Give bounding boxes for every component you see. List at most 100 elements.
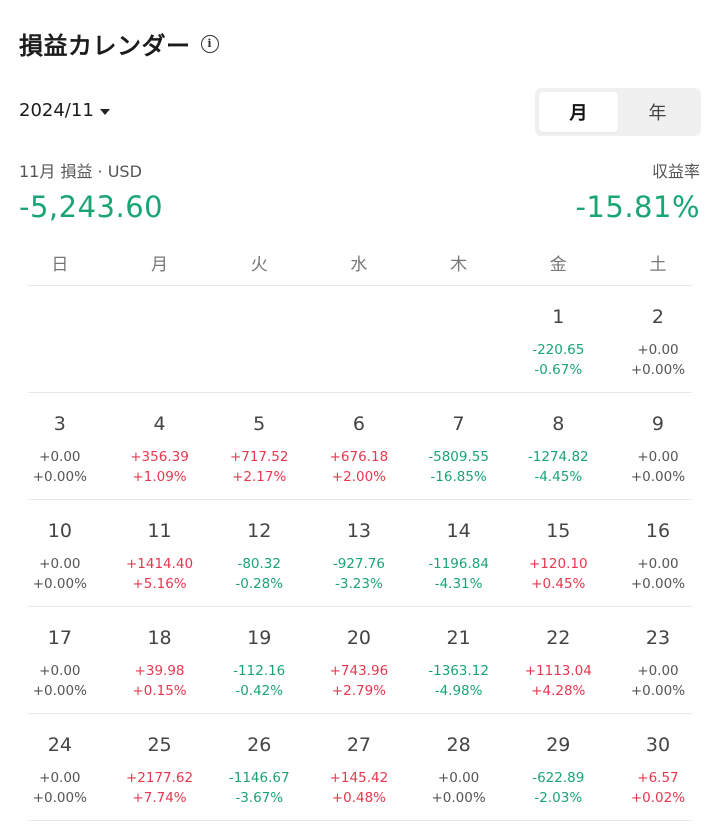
week-divider: [28, 392, 692, 393]
day-number: 15: [546, 520, 571, 542]
pnl-label: 11月 損益 · USD: [19, 162, 142, 181]
day-pct: +0.02%: [630, 790, 686, 806]
day-number: 26: [247, 734, 272, 756]
day-pct: +0.00%: [630, 683, 686, 699]
calendar-day[interactable]: 18 +39.98 +0.15%: [110, 607, 210, 714]
calendar-day[interactable]: 11 +1414.40 +5.16%: [110, 500, 210, 607]
weekday-sun: 日: [51, 255, 69, 275]
day-number: 28: [446, 734, 471, 756]
calendar-grid: 1 -220.65 -0.67% 2 +0.00 +0.00% 3 +0.00 +0.00% 4 +…: [10, 286, 708, 821]
day-number: 23: [645, 627, 671, 649]
calendar-day: [110, 286, 210, 393]
day-pnl: -80.32: [237, 556, 281, 572]
header-divider: [28, 285, 692, 286]
day-pct: +2.17%: [232, 469, 287, 485]
calendar-day[interactable]: 15 +120.10 +0.45%: [508, 500, 608, 607]
calendar-day[interactable]: 28 +0.00 +0.00%: [409, 714, 509, 821]
calendar-day[interactable]: 20 +743.96 +2.79%: [309, 607, 409, 714]
day-pct: -4.45%: [534, 469, 583, 485]
calendar-day[interactable]: 2 +0.00 +0.00%: [608, 286, 708, 393]
day-pct: +0.48%: [331, 790, 386, 806]
weekday-mon: 月: [151, 255, 169, 275]
calendar-day[interactable]: 19 -112.16 -0.42%: [209, 607, 309, 714]
day-pnl: +0.00: [437, 770, 480, 786]
week-divider: [28, 713, 692, 714]
calendar-day[interactable]: 21 -1363.12 -4.98%: [409, 607, 509, 714]
day-pnl: -220.65: [532, 342, 585, 358]
day-number: 19: [247, 627, 272, 649]
day-number: 11: [147, 520, 172, 542]
day-pct: -3.67%: [235, 790, 284, 806]
day-pct: +0.00%: [32, 683, 87, 699]
rate-label: 収益率: [651, 162, 700, 181]
day-number: 24: [47, 734, 72, 756]
calendar-day[interactable]: 13 -927.76 -3.23%: [309, 500, 409, 607]
day-pct: +0.00%: [630, 469, 686, 485]
day-pnl: +39.98: [134, 663, 185, 679]
calendar-day[interactable]: 1 -220.65 -0.67%: [508, 286, 608, 393]
day-number: 18: [147, 627, 172, 649]
day-pnl: +743.96: [329, 663, 389, 679]
calendar-day[interactable]: 16 +0.00 +0.00%: [608, 500, 708, 607]
day-number: 29: [546, 734, 571, 756]
calendar-day[interactable]: 6 +676.18 +2.00%: [309, 393, 409, 500]
day-number: [110, 306, 210, 330]
info-circle-icon[interactable]: i: [200, 34, 219, 53]
day-pnl: +0.00: [637, 663, 679, 679]
day-pct: -0.28%: [235, 576, 284, 592]
day-pct: +0.00%: [32, 469, 87, 485]
day-pnl: [409, 342, 509, 360]
day-pct: +0.00%: [32, 790, 87, 806]
calendar-day[interactable]: 10 +0.00 +0.00%: [10, 500, 110, 607]
day-pct: -2.03%: [534, 790, 583, 806]
day-pct: +4.28%: [531, 683, 586, 699]
day-pct: +0.00%: [431, 790, 486, 806]
calendar-day[interactable]: 7 -5809.55 -16.85%: [409, 393, 509, 500]
day-pnl: +0.00: [39, 556, 81, 572]
day-pnl: +717.52: [229, 449, 289, 465]
calendar-day[interactable]: 26 -1146.67 -3.67%: [209, 714, 309, 821]
calendar-day[interactable]: 22 +1113.04 +4.28%: [508, 607, 608, 714]
day-number: 25: [147, 734, 172, 756]
week-divider: [28, 499, 692, 500]
calendar-day[interactable]: 23 +0.00 +0.00%: [608, 607, 708, 714]
day-number: 9: [651, 413, 665, 435]
day-pnl: +0.00: [637, 449, 679, 465]
calendar-day[interactable]: 9 +0.00 +0.00%: [608, 393, 708, 500]
calendar-day[interactable]: 3 +0.00 +0.00%: [10, 393, 110, 500]
calendar-day[interactable]: 30 +6.57 +0.02%: [608, 714, 708, 821]
day-number: 17: [47, 627, 72, 649]
tab-month[interactable]: 月: [539, 92, 618, 132]
day-number: [10, 306, 110, 330]
calendar-day[interactable]: 25 +2177.62 +7.74%: [110, 714, 210, 821]
day-number: 30: [645, 734, 671, 756]
month-select-value: 2024/11: [19, 100, 94, 121]
day-pct: +0.15%: [132, 683, 187, 699]
calendar-day[interactable]: 27 +145.42 +0.48%: [309, 714, 409, 821]
day-pnl: +120.10: [529, 556, 588, 572]
day-pnl: [110, 342, 210, 360]
calendar-day[interactable]: 4 +356.39 +1.09%: [110, 393, 210, 500]
calendar-day[interactable]: 5 +717.52 +2.17%: [209, 393, 309, 500]
calendar-day[interactable]: 14 -1196.84 -4.31%: [409, 500, 509, 607]
day-pnl: +0.00: [637, 342, 679, 358]
weekday-fri: 金: [549, 255, 567, 275]
day-pnl: [309, 342, 409, 360]
day-pnl: [10, 342, 110, 360]
day-pct: -4.98%: [434, 683, 483, 699]
calendar-day[interactable]: 24 +0.00 +0.00%: [10, 714, 110, 821]
calendar-week: 10 +0.00 +0.00% 11 +1414.40 +5.16% 12 -80.32 -0.…: [10, 500, 708, 607]
calendar-week: 17 +0.00 +0.00% 18 +39.98 +0.15% 19 -112.16 -0.4…: [10, 607, 708, 714]
weekday-tue: 火: [250, 255, 268, 275]
day-pct: [409, 362, 509, 380]
day-number: 3: [53, 413, 66, 435]
day-pnl: -112.16: [233, 663, 286, 679]
pnl-value: -5,243.60: [19, 190, 164, 224]
tab-year[interactable]: 年: [648, 103, 667, 124]
month-select[interactable]: 2024/11: [19, 100, 110, 121]
calendar-day[interactable]: 8 -1274.82 -4.45%: [508, 393, 608, 500]
calendar-day[interactable]: 29 -622.89 -2.03%: [508, 714, 608, 821]
calendar-day[interactable]: 12 -80.32 -0.28%: [209, 500, 309, 607]
calendar-day[interactable]: 17 +0.00 +0.00%: [10, 607, 110, 714]
weekday-header: 日 月 火 水 木 金 土: [10, 250, 708, 275]
